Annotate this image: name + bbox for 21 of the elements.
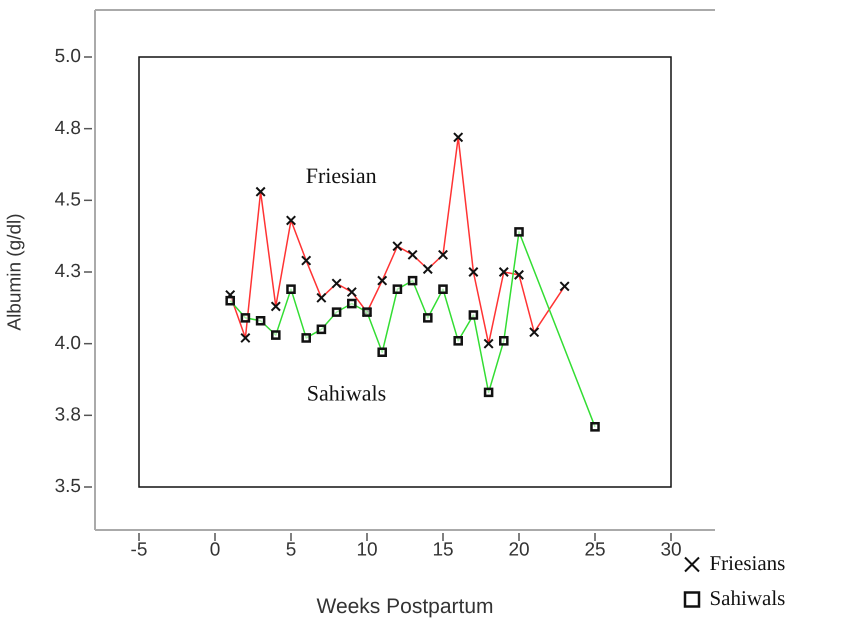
x-tick-label: 25: [584, 540, 606, 561]
x-tick-label: 5: [286, 540, 296, 561]
y-tick-label: 4.8: [54, 118, 81, 139]
legend-label: Sahiwals: [710, 586, 786, 610]
y-axis-title: Albumin (g/dl): [4, 213, 26, 331]
x-tick-label: 0: [210, 540, 220, 561]
x-tick-label: 20: [508, 540, 530, 561]
legend-label: Friesians: [710, 551, 786, 576]
y-tick-label: 3.8: [54, 404, 81, 426]
annotation: Sahiwals: [306, 380, 386, 406]
x-tick-label: 10: [356, 540, 378, 561]
y-tick-label: 4.3: [54, 261, 81, 282]
y-tick-label: 4.0: [54, 332, 81, 354]
x-tick-label: -5: [130, 540, 148, 561]
annotation: Friesian: [306, 163, 377, 188]
x-axis-title: Weeks Postpartum: [316, 595, 494, 618]
y-tick-label: 3.5: [54, 476, 81, 498]
y-tick-label: 5.0: [54, 46, 81, 68]
y-tick-label: 4.5: [54, 190, 81, 211]
x-tick-label: 30: [660, 540, 682, 561]
x-tick-label: 15: [432, 540, 454, 561]
